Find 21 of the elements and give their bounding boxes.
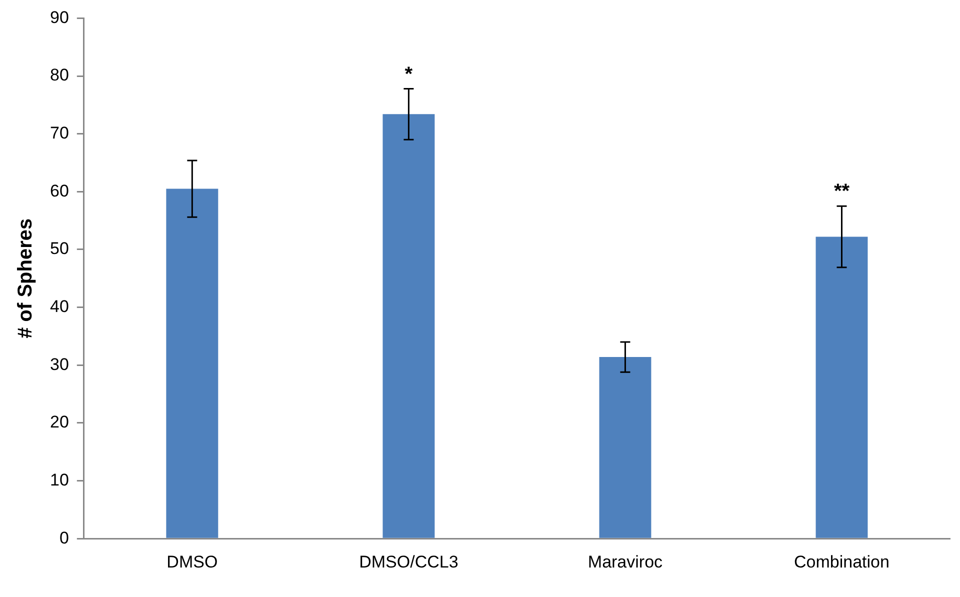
y-tick-label: 0 [59, 528, 69, 548]
x-tick-label: Combination [794, 552, 890, 572]
y-tick-label: 10 [50, 470, 69, 490]
y-tick-label: 80 [50, 66, 69, 85]
y-tick-label: 40 [50, 297, 69, 316]
x-tick-label: Maraviroc [588, 552, 664, 572]
x-tick-label: DMSO/CCL3 [359, 552, 458, 572]
y-tick-label: 30 [50, 354, 69, 374]
y-tick-label: 90 [50, 8, 69, 27]
bar [816, 236, 868, 538]
bar [166, 188, 218, 538]
x-tick-label: DMSO [166, 552, 218, 572]
y-tick-label: 60 [50, 181, 69, 200]
y-tick-label: 20 [50, 412, 69, 432]
y-tick-label: 50 [50, 239, 69, 258]
annotation: * [404, 63, 413, 86]
y-axis-title: # of Spheres [14, 218, 37, 338]
bar [599, 357, 652, 538]
y-tick-label: 70 [50, 124, 69, 143]
bar [382, 114, 435, 538]
annotation: ** [834, 180, 850, 203]
